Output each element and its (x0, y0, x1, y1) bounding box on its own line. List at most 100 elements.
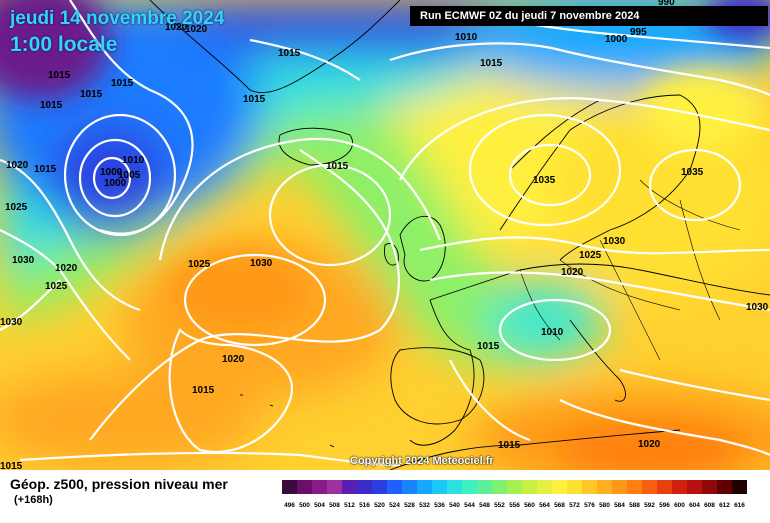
pressure-label: 1010 (541, 327, 564, 338)
pressure-label: 1000 (104, 178, 127, 189)
color-swatch (687, 480, 702, 494)
color-tick-label: 544 (464, 502, 475, 509)
color-swatch (717, 480, 732, 494)
color-tick-label: 568 (554, 502, 565, 509)
color-swatch (447, 480, 462, 494)
color-swatch (417, 480, 432, 494)
color-swatch (657, 480, 672, 494)
color-swatch (312, 480, 327, 494)
pressure-label: 1035 (533, 175, 556, 186)
color-tick-label: 520 (374, 502, 385, 509)
color-swatch (342, 480, 357, 494)
color-tick-label: 572 (569, 502, 580, 509)
pressure-label: 1020 (6, 160, 29, 171)
pressure-label: 1005 (118, 170, 141, 181)
pressure-label: 1035 (681, 167, 704, 178)
color-swatch (327, 480, 342, 494)
pressure-label: 1025 (5, 202, 28, 213)
pressure-label: 1015 (40, 100, 63, 111)
color-swatch (672, 480, 687, 494)
color-tick-label: 504 (314, 502, 325, 509)
color-tick-label: 496 (284, 502, 295, 509)
color-tick-label: 600 (674, 502, 685, 509)
pressure-label: 1015 (498, 440, 521, 451)
pressure-label: 1020 (165, 22, 188, 33)
color-tick-label: 616 (734, 502, 745, 509)
color-swatch (642, 480, 657, 494)
color-tick-label: 556 (509, 502, 520, 509)
color-swatch (432, 480, 447, 494)
color-tick-label: 592 (644, 502, 655, 509)
color-swatch (282, 480, 297, 494)
color-scale: 496 500 504 508 512 516 520 524 528 532 536 540 544 5… (282, 480, 747, 509)
color-tick-label: 524 (389, 502, 400, 509)
pressure-label: 1000 (100, 167, 123, 178)
pressure-label: 1015 (480, 58, 503, 69)
pressure-label: 1000 (605, 34, 628, 45)
color-swatch (372, 480, 387, 494)
pressure-label: 1015 (80, 89, 103, 100)
pressure-label: 1015 (477, 341, 500, 352)
color-swatch (567, 480, 582, 494)
color-tick-label: 512 (344, 502, 355, 509)
color-tick-label: 576 (584, 502, 595, 509)
color-tick-label: 608 (704, 502, 715, 509)
pressure-label: 1010 (455, 32, 478, 43)
pressure-label: 1030 (250, 258, 273, 269)
color-tick-label: 536 (434, 502, 445, 509)
pressure-label: 1015 (326, 161, 349, 172)
color-tick-label: 532 (419, 502, 430, 509)
color-tick-label: 588 (629, 502, 640, 509)
color-swatch (477, 480, 492, 494)
pressure-label: 1020 (55, 263, 78, 274)
color-swatch (597, 480, 612, 494)
pressure-label: 1015 (34, 164, 57, 175)
color-swatch (537, 480, 552, 494)
color-swatch (357, 480, 372, 494)
color-tick-label: 516 (359, 502, 370, 509)
pressure-label: 1020 (185, 24, 208, 35)
color-swatch (507, 480, 522, 494)
field-title: Géop. z500, pression niveau mer (10, 476, 228, 492)
pressure-label: 1010 (122, 155, 145, 166)
color-tick-label: 528 (404, 502, 415, 509)
color-tick-label: 500 (299, 502, 310, 509)
color-swatch (732, 480, 747, 494)
color-swatch (552, 480, 567, 494)
color-swatch (702, 480, 717, 494)
coastlines (149, 0, 770, 470)
pressure-label: 1025 (579, 250, 602, 261)
color-swatch (462, 480, 477, 494)
color-tick-label: 584 (614, 502, 625, 509)
run-banner: Run ECMWF 0Z du jeudi 7 novembre 2024 (410, 6, 768, 26)
forecast-hours: (+168h) (14, 494, 53, 506)
color-tick-label: 580 (599, 502, 610, 509)
color-swatch (387, 480, 402, 494)
pressure-label: 1020 (222, 354, 245, 365)
isobars (0, 0, 770, 467)
forecast-date: jeudi 14 novembre 2024 (10, 8, 225, 29)
color-tick-label: 548 (479, 502, 490, 509)
color-swatch (402, 480, 417, 494)
color-swatch (582, 480, 597, 494)
color-tick-label: 564 (539, 502, 550, 509)
color-tick-label: 560 (524, 502, 535, 509)
color-swatch (297, 480, 312, 494)
copyright: Copyright 2024 Meteociel.fr (350, 455, 494, 467)
pressure-label: 1030 (12, 255, 35, 266)
pressure-label: 1015 (0, 461, 23, 470)
color-swatch (627, 480, 642, 494)
pressure-label: 1015 (278, 48, 301, 59)
pressure-label: 1025 (45, 281, 68, 292)
pressure-label: 1020 (638, 439, 661, 450)
pressure-label: 995 (630, 27, 647, 38)
color-tick-label: 540 (449, 502, 460, 509)
forecast-time: 1:00 locale (10, 33, 118, 56)
pressure-label: 1015 (192, 385, 215, 396)
color-swatch (492, 480, 507, 494)
color-swatch (522, 480, 537, 494)
pressure-label: 1015 (243, 94, 266, 105)
color-tick-label: 508 (329, 502, 340, 509)
color-tick-label: 612 (719, 502, 730, 509)
pressure-label: 1015 (111, 78, 134, 89)
